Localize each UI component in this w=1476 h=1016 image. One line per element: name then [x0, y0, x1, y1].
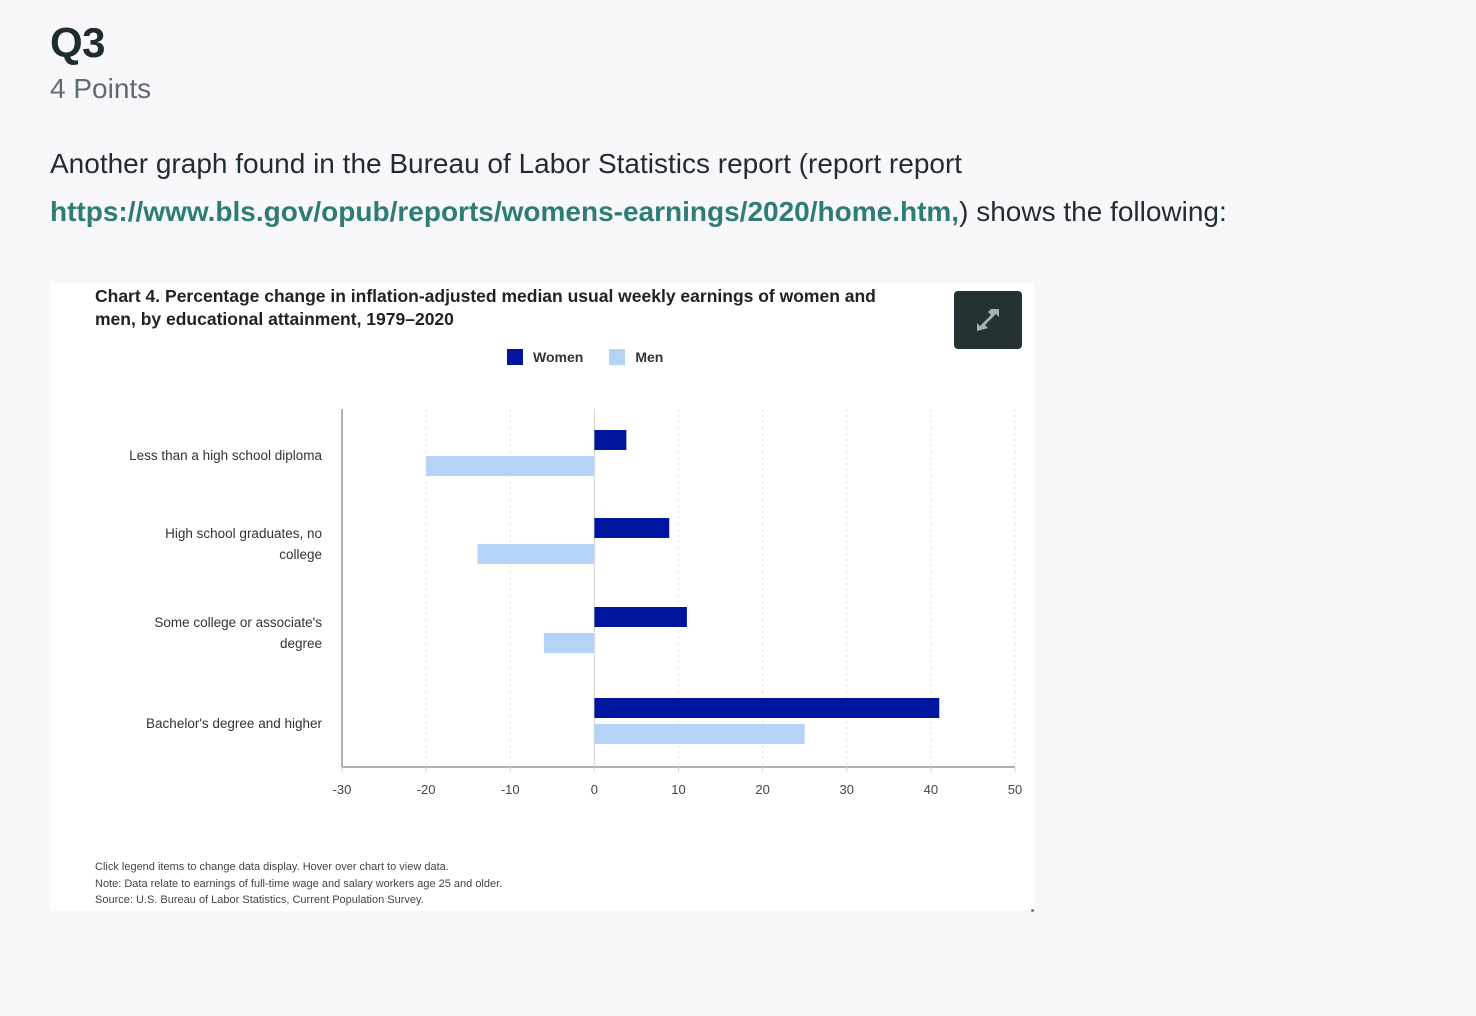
category-label: Bachelor's degree and higher [82, 713, 322, 734]
question-text-suffix: ) shows the following: [959, 196, 1227, 227]
question-points: 4 Points [50, 73, 152, 104]
legend-item-women[interactable]: Women [507, 349, 583, 365]
legend-swatch-men [609, 349, 626, 365]
x-tick-label: 50 [1008, 782, 1022, 797]
stray-mark [1031, 909, 1034, 912]
x-tick-label: 0 [591, 782, 598, 797]
question-body: Another graph found in the Bureau of Lab… [50, 140, 1430, 236]
category-label-line: Less than a high school diploma [129, 448, 322, 463]
chart-title-line1: Chart 4. Percentage change in inflation-… [95, 286, 876, 306]
x-tick-label: -30 [333, 782, 352, 797]
chart-notes: Click legend items to change data displa… [95, 859, 502, 909]
bls-report-link[interactable]: https://www.bls.gov/opub/reports/womens-… [50, 196, 960, 227]
legend-item-men[interactable]: Men [609, 349, 663, 365]
category-label-line: Some college or associate's [154, 615, 322, 630]
question-text-prefix: Another graph found in the Bureau of Lab… [50, 148, 963, 179]
bar-men[interactable] [543, 633, 595, 653]
chart-image: Chart 4. Percentage change in inflation-… [50, 283, 1034, 911]
x-tick-label: 30 [840, 782, 854, 797]
category-label-line: Bachelor's degree and higher [146, 716, 322, 731]
expand-image-button[interactable] [954, 291, 1022, 349]
x-tick-label: -10 [501, 782, 520, 797]
category-label-line: college [279, 547, 322, 562]
chart-note-data: Note: Data relate to earnings of full-ti… [95, 877, 503, 890]
x-tick-label: 40 [924, 782, 938, 797]
expand-arrows-icon [977, 309, 999, 331]
chart-note-instructions: Click legend items to change data displa… [95, 861, 449, 873]
bar-men[interactable] [426, 456, 595, 476]
bar-women[interactable] [594, 518, 670, 538]
bar-plot[interactable]: -30 -20 -10 0 10 20 30 40 50 [50, 283, 1034, 911]
category-label: Less than a high school diploma [82, 445, 322, 466]
bar-women[interactable] [594, 698, 940, 718]
bar-men[interactable] [477, 544, 595, 564]
bar-women[interactable] [594, 430, 627, 450]
x-tick-label: -20 [417, 782, 436, 797]
category-label-line: degree [279, 636, 322, 651]
legend-label-men: Men [635, 349, 664, 365]
chart-title: Chart 4. Percentage change in inflation-… [95, 285, 1005, 331]
legend-label-women: Women [533, 349, 584, 365]
bar-women[interactable] [594, 607, 687, 627]
question-title: Q3 [50, 19, 106, 66]
bar-men[interactable] [594, 724, 805, 744]
category-label: Some college or associate's degree [82, 612, 322, 654]
chart-title-line2: men, by educational attainment, 1979–202… [95, 309, 454, 329]
chart-legend: Women Men [507, 349, 663, 365]
chart-note-source: Source: U.S. Bureau of Labor Statistics,… [95, 894, 424, 906]
category-label: High school graduates, no college [82, 523, 322, 565]
x-tick-label: 20 [755, 782, 769, 797]
legend-swatch-women [507, 349, 523, 365]
x-tick-label: 10 [671, 782, 685, 797]
category-label-line: High school graduates, no [165, 526, 322, 541]
